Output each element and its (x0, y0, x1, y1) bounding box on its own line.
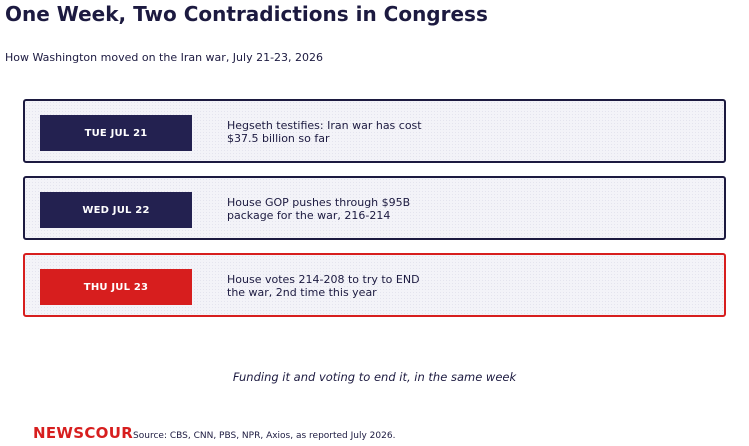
event-text: House GOP pushes through $95B package fo… (227, 196, 411, 222)
date-badge: TUE JUL 21 (40, 115, 192, 151)
event-text: House votes 214-208 to try to END the wa… (227, 273, 420, 299)
timeline-card-wed: WED JUL 22 House GOP pushes through $95B… (23, 176, 726, 240)
timeline: TUE JUL 21 Hegseth testifies: Iran war h… (23, 99, 726, 330)
source-note: Source: CBS, CNN, PBS, NPR, Axios, as re… (133, 431, 396, 441)
timeline-card-tue: TUE JUL 21 Hegseth testifies: Iran war h… (23, 99, 726, 163)
date-badge: THU JUL 23 (40, 269, 192, 305)
event-text: Hegseth testifies: Iran war has cost $37… (227, 119, 422, 145)
page-title: One Week, Two Contradictions in Congress (5, 2, 488, 26)
tagline: Funding it and voting to end it, in the … (232, 370, 517, 384)
brand-logo: NEWSCOUR (33, 424, 134, 442)
date-badge: WED JUL 22 (40, 192, 192, 228)
footer: NEWSCOUR Source: CBS, CNN, PBS, NPR, Axi… (33, 424, 395, 442)
page-subtitle: How Washington moved on the Iran war, Ju… (5, 51, 324, 64)
timeline-card-thu: THU JUL 23 House votes 214-208 to try to… (23, 253, 726, 317)
